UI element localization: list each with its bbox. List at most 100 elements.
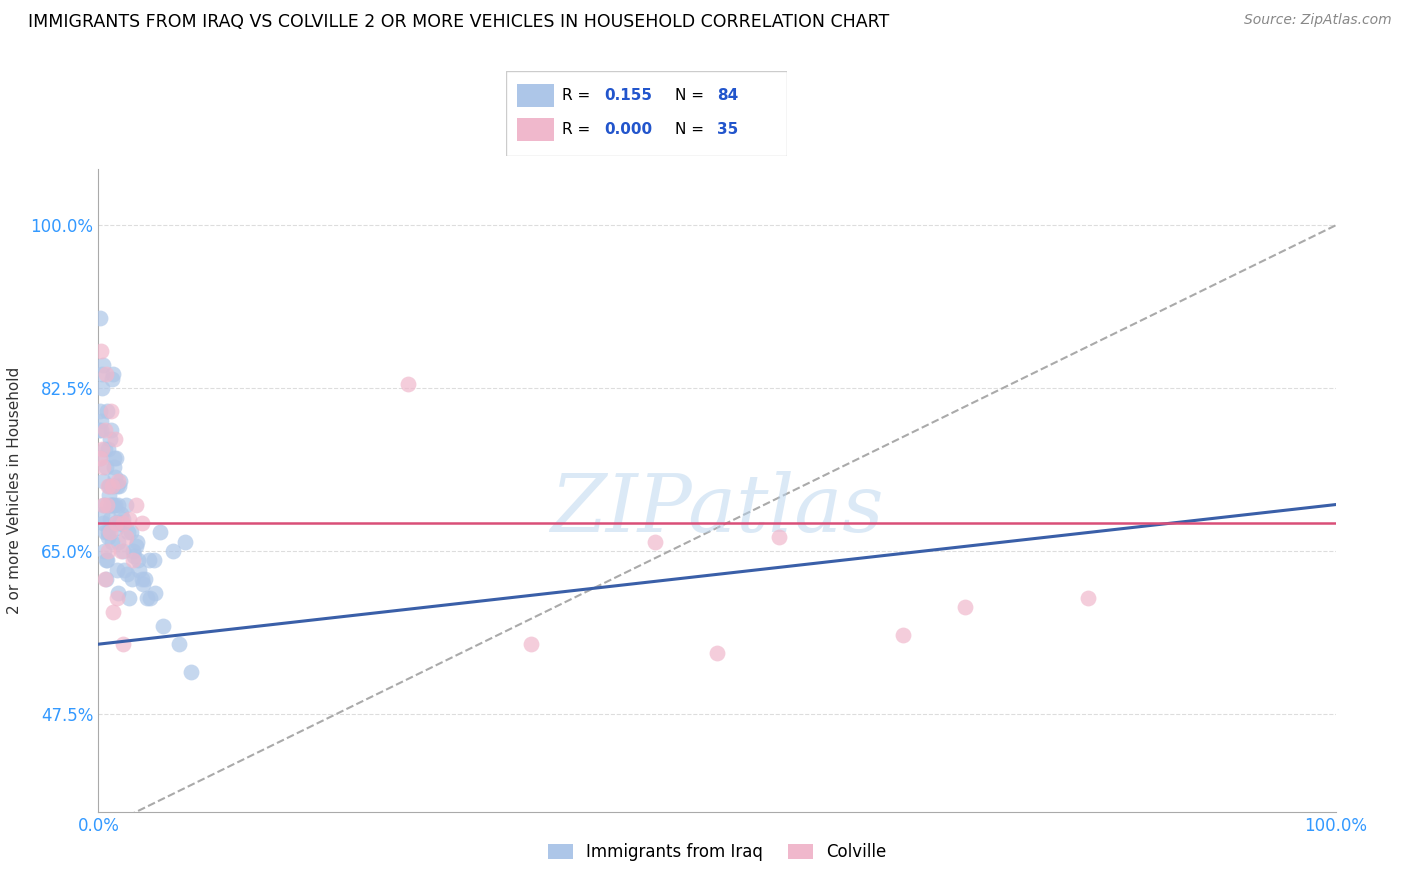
Point bbox=[100, 498, 122, 512]
Point bbox=[162, 544, 184, 558]
Point bbox=[111, 544, 134, 558]
Point bbox=[94, 525, 117, 540]
Point bbox=[97, 488, 120, 502]
Point bbox=[108, 516, 131, 531]
Point bbox=[98, 511, 121, 525]
Point bbox=[100, 404, 122, 418]
Point bbox=[91, 498, 114, 512]
Point bbox=[104, 516, 127, 531]
Point bbox=[107, 586, 129, 600]
Point bbox=[131, 516, 153, 531]
Point bbox=[124, 549, 146, 563]
Point bbox=[91, 381, 114, 395]
Point bbox=[644, 534, 666, 549]
Point bbox=[132, 576, 155, 591]
Text: R =: R = bbox=[562, 122, 596, 137]
Point bbox=[117, 525, 139, 540]
Point bbox=[138, 553, 160, 567]
Point bbox=[94, 460, 117, 475]
Point bbox=[110, 544, 132, 558]
Point bbox=[97, 479, 120, 493]
Text: 0.155: 0.155 bbox=[605, 88, 652, 103]
Text: R =: R = bbox=[562, 88, 596, 103]
Point bbox=[98, 433, 121, 447]
Text: N =: N = bbox=[675, 88, 709, 103]
Point bbox=[98, 525, 121, 540]
Point bbox=[96, 553, 118, 567]
Point bbox=[768, 530, 790, 544]
Text: N =: N = bbox=[675, 122, 709, 137]
Point bbox=[115, 567, 138, 582]
Point bbox=[93, 358, 115, 372]
Point bbox=[103, 460, 125, 475]
Point bbox=[100, 498, 122, 512]
Point bbox=[105, 563, 128, 577]
Text: Source: ZipAtlas.com: Source: ZipAtlas.com bbox=[1244, 13, 1392, 28]
Point bbox=[105, 591, 128, 605]
FancyBboxPatch shape bbox=[517, 118, 554, 141]
Point bbox=[91, 516, 114, 531]
Point bbox=[90, 343, 112, 358]
Point bbox=[706, 647, 728, 661]
Point bbox=[114, 498, 136, 512]
Point bbox=[96, 553, 118, 567]
Text: ZIPatlas: ZIPatlas bbox=[550, 471, 884, 549]
Point bbox=[94, 572, 117, 586]
Point bbox=[180, 665, 202, 679]
Point bbox=[520, 637, 543, 651]
Point bbox=[118, 511, 141, 525]
Point bbox=[96, 404, 118, 418]
Point bbox=[105, 479, 128, 493]
Point bbox=[101, 479, 124, 493]
Point bbox=[93, 498, 115, 512]
Point bbox=[103, 433, 125, 447]
Point bbox=[93, 423, 115, 437]
Point bbox=[124, 498, 146, 512]
Point bbox=[112, 516, 135, 531]
Point bbox=[118, 591, 141, 605]
Point bbox=[149, 525, 172, 540]
Point bbox=[112, 637, 135, 651]
Point bbox=[90, 368, 112, 382]
Point bbox=[125, 534, 148, 549]
Point bbox=[98, 479, 121, 493]
Point bbox=[134, 572, 156, 586]
Point bbox=[89, 311, 111, 326]
Point bbox=[174, 534, 197, 549]
Point bbox=[101, 479, 124, 493]
Point bbox=[114, 530, 136, 544]
Point bbox=[104, 498, 127, 512]
Point bbox=[107, 498, 129, 512]
Point bbox=[104, 516, 127, 531]
Point bbox=[100, 423, 122, 437]
Point bbox=[103, 605, 125, 619]
Text: 84: 84 bbox=[717, 88, 738, 103]
Point bbox=[110, 507, 132, 521]
Point bbox=[121, 572, 143, 586]
Point bbox=[108, 475, 131, 489]
Point bbox=[97, 525, 120, 540]
Point bbox=[120, 525, 142, 540]
Point bbox=[112, 563, 135, 577]
Point bbox=[103, 368, 125, 382]
Point bbox=[94, 572, 117, 586]
Point bbox=[108, 479, 131, 493]
Point bbox=[97, 530, 120, 544]
Point bbox=[90, 423, 112, 437]
Point bbox=[143, 553, 166, 567]
Point bbox=[107, 534, 129, 549]
Point bbox=[139, 591, 162, 605]
Point bbox=[97, 442, 120, 456]
Point bbox=[111, 516, 134, 531]
Point bbox=[152, 618, 174, 632]
Point bbox=[127, 553, 149, 567]
Point bbox=[1077, 591, 1099, 605]
Point bbox=[122, 544, 145, 558]
Legend: Immigrants from Iraq, Colville: Immigrants from Iraq, Colville bbox=[541, 837, 893, 868]
FancyBboxPatch shape bbox=[517, 84, 554, 107]
Point bbox=[105, 521, 128, 535]
Point bbox=[93, 442, 115, 456]
Point bbox=[128, 563, 150, 577]
FancyBboxPatch shape bbox=[506, 71, 787, 156]
Point bbox=[94, 368, 117, 382]
